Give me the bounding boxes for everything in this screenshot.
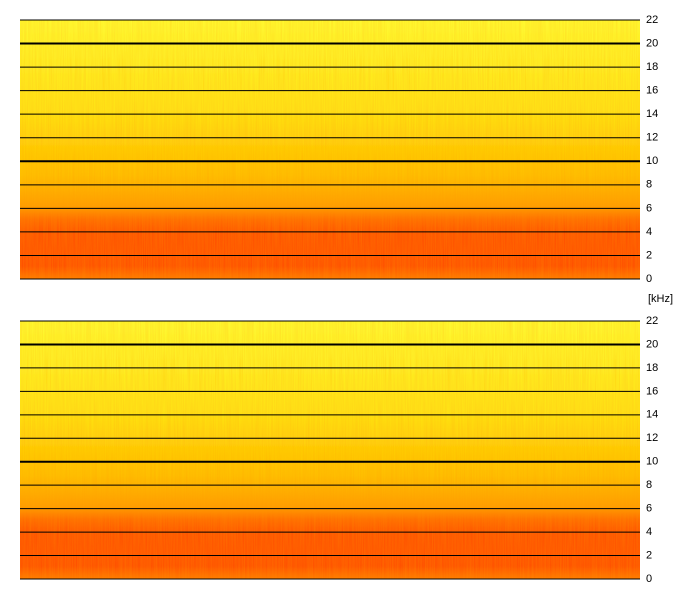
- y-tick-label: 8: [646, 479, 652, 491]
- y-tick-label: 18: [646, 362, 658, 374]
- y-tick-label: 10: [646, 456, 658, 468]
- y-tick-label: 0: [646, 273, 652, 285]
- y-tick-label: 6: [646, 202, 652, 214]
- y-tick-label: 8: [646, 179, 652, 191]
- y-tick-label: 2: [646, 249, 652, 261]
- y-tick-label: 4: [646, 526, 652, 538]
- y-tick-label: 22: [646, 315, 658, 327]
- spectrogram-image: [20, 321, 640, 579]
- y-tick-label: 6: [646, 503, 652, 515]
- y-tick-label: 20: [646, 37, 658, 49]
- y-tick-label: 16: [646, 385, 658, 397]
- y-tick-label: 14: [646, 108, 658, 120]
- y-tick-label: 2: [646, 549, 652, 561]
- y-axis-unit: [kHz]: [648, 293, 673, 305]
- spectrogram-image: [20, 20, 640, 279]
- y-tick-label: 14: [646, 409, 658, 421]
- y-tick-label: 20: [646, 338, 658, 350]
- y-tick-label: 16: [646, 85, 658, 97]
- y-tick-label: 0: [646, 573, 652, 585]
- y-tick-label: 10: [646, 155, 658, 167]
- y-tick-label: 22: [646, 14, 658, 26]
- y-tick-label: 18: [646, 61, 658, 73]
- y-tick-label: 4: [646, 226, 652, 238]
- y-tick-label: 12: [646, 132, 658, 144]
- y-tick-label: 12: [646, 432, 658, 444]
